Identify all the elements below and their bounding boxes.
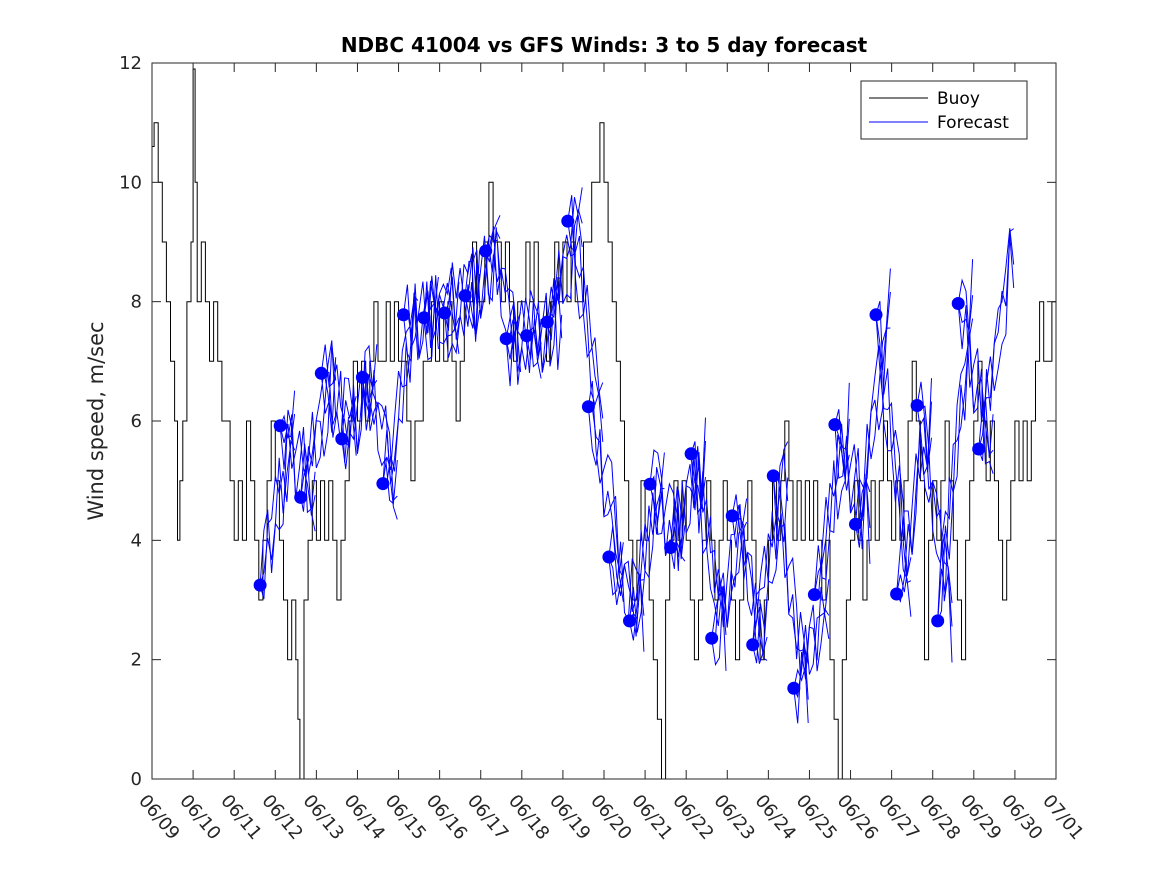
forecast-marker [828, 418, 842, 432]
x-tick-label: 06/27 [874, 791, 923, 844]
forecast-marker [417, 311, 431, 325]
plot-area [151, 62, 1057, 780]
forecast-marker [335, 432, 349, 446]
x-tick-label: 06/12 [257, 791, 306, 844]
forecast-marker [314, 366, 328, 380]
y-tick-label: 12 [119, 53, 142, 74]
buoy-line [152, 68, 1056, 780]
forecast-marker [253, 578, 267, 592]
legend-label-forecast: Forecast [937, 113, 1009, 133]
forecast-marker [294, 490, 308, 504]
y-tick-label: 4 [131, 530, 142, 551]
x-tick-label: 06/19 [545, 791, 594, 844]
x-tick-label: 06/24 [751, 791, 800, 844]
x-tick-label: 06/20 [586, 791, 635, 844]
y-tick-label: 10 [119, 172, 142, 193]
forecast-marker [766, 469, 780, 483]
y-axis: 0 2 4 6 8 10 12 [119, 53, 1056, 790]
forecast-marker [931, 614, 945, 628]
x-tick-label: 06/13 [299, 791, 348, 844]
forecast-marker [499, 332, 513, 346]
forecast-marker [273, 419, 287, 433]
x-tick-label: 07/01 [1038, 791, 1087, 844]
forecast-marker [623, 614, 636, 628]
y-tick-label: 0 [131, 769, 142, 790]
forecast-marker [787, 681, 801, 695]
legend-label-buoy: Buoy [937, 89, 980, 109]
forecast-marker [438, 306, 452, 320]
forecast-marker [910, 399, 924, 412]
legend-box [860, 80, 1028, 140]
legend: Buoy Forecast [860, 80, 1028, 140]
forecast-marker [725, 509, 739, 523]
x-tick-label: 06/10 [175, 791, 224, 844]
forecast-marker [581, 400, 595, 414]
forecast-marker [355, 370, 369, 384]
forecast-marker [972, 442, 986, 456]
y-tick-label: 6 [131, 411, 142, 432]
forecast-marker [643, 477, 657, 491]
y-tick-label: 8 [131, 292, 142, 313]
x-tick-label: 06/22 [668, 791, 717, 844]
forecast-marker [890, 587, 904, 601]
forecast-marker [397, 308, 410, 322]
x-tick-label: 06/17 [463, 791, 512, 844]
forecast-marker [602, 550, 616, 564]
x-tick-label: 06/30 [997, 791, 1046, 844]
x-tick-label: 06/09 [134, 791, 183, 844]
x-tick-label: 06/29 [956, 791, 1005, 844]
x-tick-label: 06/14 [340, 791, 389, 844]
forecast-marker [520, 329, 534, 343]
x-tick-label: 06/21 [627, 791, 676, 844]
x-tick-label: 06/23 [709, 791, 758, 844]
forecast-marker [684, 447, 698, 461]
x-tick-label: 06/16 [422, 791, 471, 844]
x-tick-label: 06/18 [504, 791, 553, 844]
forecast-marker [561, 214, 575, 228]
forecast-marker [376, 477, 390, 491]
forecast-marker [951, 297, 965, 310]
forecast-marker [705, 631, 719, 645]
forecast-markers [253, 214, 986, 695]
forecast-marker [479, 244, 493, 258]
forecast-line [259, 195, 1015, 700]
forecast-marker [869, 308, 883, 322]
forecast-marker [746, 638, 760, 652]
forecast-line [259, 187, 1014, 699]
forecast-marker [540, 315, 554, 329]
forecast-marker [458, 289, 472, 303]
x-tick-label: 06/15 [381, 791, 430, 844]
forecast-line [259, 197, 1015, 724]
forecast-marker [664, 541, 678, 554]
x-tick-label: 06/28 [915, 791, 964, 844]
forecast-series [259, 187, 1015, 724]
x-tick-label: 06/11 [216, 791, 265, 844]
x-tick-label: 06/25 [792, 791, 841, 844]
buoy-series [152, 68, 1056, 780]
y-tick-label: 2 [131, 650, 142, 671]
chart-title: NDBC 41004 vs GFS Winds: 3 to 5 day fore… [341, 33, 868, 57]
y-axis-label: Wind speed, m/sec [84, 321, 108, 520]
forecast-marker [807, 588, 821, 602]
forecast-marker [849, 517, 862, 531]
x-tick-label: 06/26 [833, 791, 882, 844]
